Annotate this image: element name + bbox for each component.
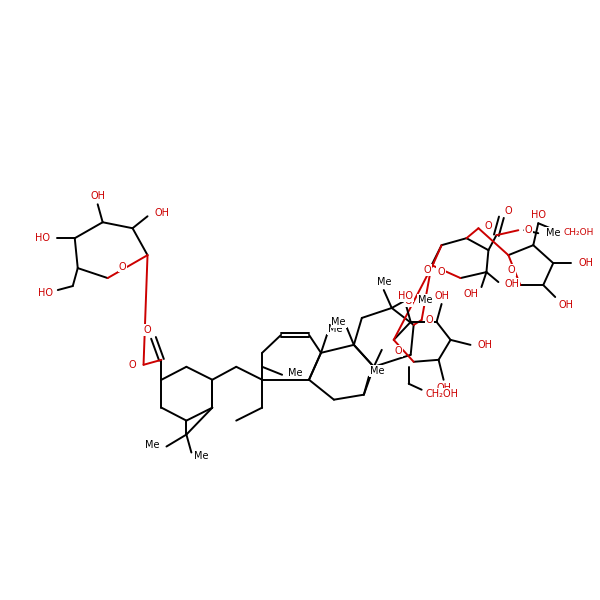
Text: O: O bbox=[524, 225, 532, 235]
Text: Me: Me bbox=[328, 324, 343, 334]
Text: HO: HO bbox=[398, 291, 413, 301]
Text: O: O bbox=[437, 266, 445, 277]
Text: O: O bbox=[405, 296, 412, 307]
Text: Me: Me bbox=[418, 295, 432, 305]
Text: OH: OH bbox=[436, 383, 451, 393]
Text: OH: OH bbox=[505, 279, 520, 289]
Text: HO: HO bbox=[38, 288, 53, 298]
Text: O: O bbox=[119, 262, 127, 272]
Text: OH: OH bbox=[478, 340, 493, 350]
Text: Me: Me bbox=[194, 451, 209, 461]
Text: CH₂OH: CH₂OH bbox=[563, 228, 593, 237]
Text: O: O bbox=[484, 221, 492, 231]
Text: O: O bbox=[425, 315, 433, 325]
Text: O: O bbox=[144, 325, 152, 335]
Text: OH: OH bbox=[434, 291, 449, 301]
Text: Me: Me bbox=[145, 440, 160, 449]
Text: OH: OH bbox=[578, 258, 593, 268]
Text: O: O bbox=[508, 265, 515, 275]
Text: HO: HO bbox=[35, 233, 50, 243]
Text: O: O bbox=[395, 346, 403, 356]
Text: Me: Me bbox=[546, 228, 561, 238]
Text: OH: OH bbox=[463, 289, 478, 299]
Text: O: O bbox=[424, 265, 431, 275]
Text: Me: Me bbox=[377, 277, 391, 287]
Text: O: O bbox=[129, 360, 137, 370]
Text: OH: OH bbox=[155, 208, 170, 218]
Text: Me: Me bbox=[331, 317, 346, 327]
Text: Me: Me bbox=[370, 366, 385, 376]
Text: OH: OH bbox=[90, 191, 105, 202]
Text: CH₂OH: CH₂OH bbox=[425, 389, 458, 398]
Text: Me: Me bbox=[288, 368, 302, 378]
Text: HO: HO bbox=[531, 210, 546, 220]
Text: O: O bbox=[505, 206, 512, 216]
Text: OH: OH bbox=[558, 300, 573, 310]
